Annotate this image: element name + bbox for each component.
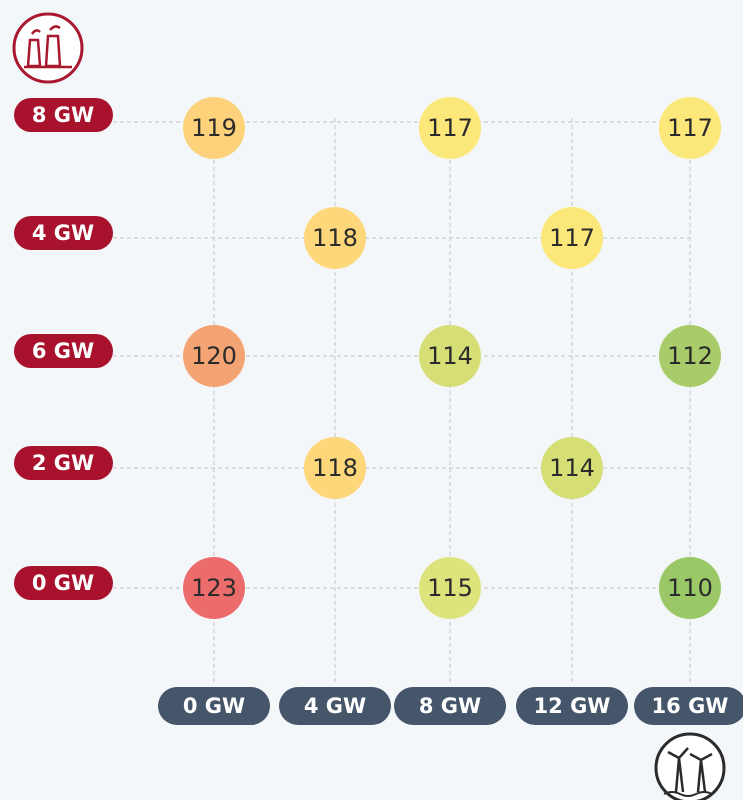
col-label-text: 12 GW — [534, 694, 611, 718]
row-label-text: 6 GW — [32, 339, 94, 363]
row-label-pill — [14, 334, 113, 368]
value-label: 117 — [667, 114, 713, 142]
value-label: 117 — [427, 114, 473, 142]
col-label-pill — [516, 687, 628, 725]
wind-icon — [654, 732, 726, 800]
col-label-text: 8 GW — [419, 694, 481, 718]
factory-icon — [12, 12, 84, 84]
col-label-text: 4 GW — [304, 694, 366, 718]
value-label: 118 — [312, 454, 358, 482]
col-label: 8 GW — [394, 687, 506, 725]
row-label-pill — [14, 566, 113, 600]
col-label-pill — [634, 687, 743, 725]
col-label: 4 GW — [279, 687, 391, 725]
value-bubble — [183, 97, 245, 159]
value-label: 117 — [549, 224, 595, 252]
value-bubble — [183, 325, 245, 387]
value-label: 114 — [549, 454, 595, 482]
row-label: 0 GW — [14, 566, 113, 600]
value-bubble — [304, 207, 366, 269]
row-label: 8 GW — [14, 98, 113, 132]
value-label: 115 — [427, 574, 473, 602]
value-bubble — [659, 97, 721, 159]
value-label: 112 — [667, 342, 713, 370]
value-label: 118 — [312, 224, 358, 252]
value-label: 114 — [427, 342, 473, 370]
value-bubble — [419, 97, 481, 159]
value-bubble — [659, 557, 721, 619]
row-label: 6 GW — [14, 334, 113, 368]
row-label-text: 4 GW — [32, 221, 94, 245]
value-bubble — [419, 557, 481, 619]
col-label: 16 GW — [634, 687, 743, 725]
value-label: 119 — [191, 114, 237, 142]
col-label-pill — [279, 687, 391, 725]
col-label-text: 0 GW — [183, 694, 245, 718]
value-bubble — [659, 325, 721, 387]
value-label: 110 — [667, 574, 713, 602]
col-label-pill — [158, 687, 270, 725]
value-label: 123 — [191, 574, 237, 602]
value-bubble — [183, 557, 245, 619]
row-label-pill — [14, 98, 113, 132]
value-bubble — [419, 325, 481, 387]
value-bubble — [304, 437, 366, 499]
row-label-text: 2 GW — [32, 451, 94, 475]
col-label: 12 GW — [516, 687, 628, 725]
row-label-text: 0 GW — [32, 571, 94, 595]
row-label: 2 GW — [14, 446, 113, 480]
row-label-pill — [14, 446, 113, 480]
value-bubble — [541, 437, 603, 499]
col-label-text: 16 GW — [652, 694, 729, 718]
col-label: 0 GW — [158, 687, 270, 725]
value-label: 120 — [191, 342, 237, 370]
row-label-pill — [14, 216, 113, 250]
row-label-text: 8 GW — [32, 103, 94, 127]
col-label-pill — [394, 687, 506, 725]
value-bubble — [541, 207, 603, 269]
row-label: 4 GW — [14, 216, 113, 250]
